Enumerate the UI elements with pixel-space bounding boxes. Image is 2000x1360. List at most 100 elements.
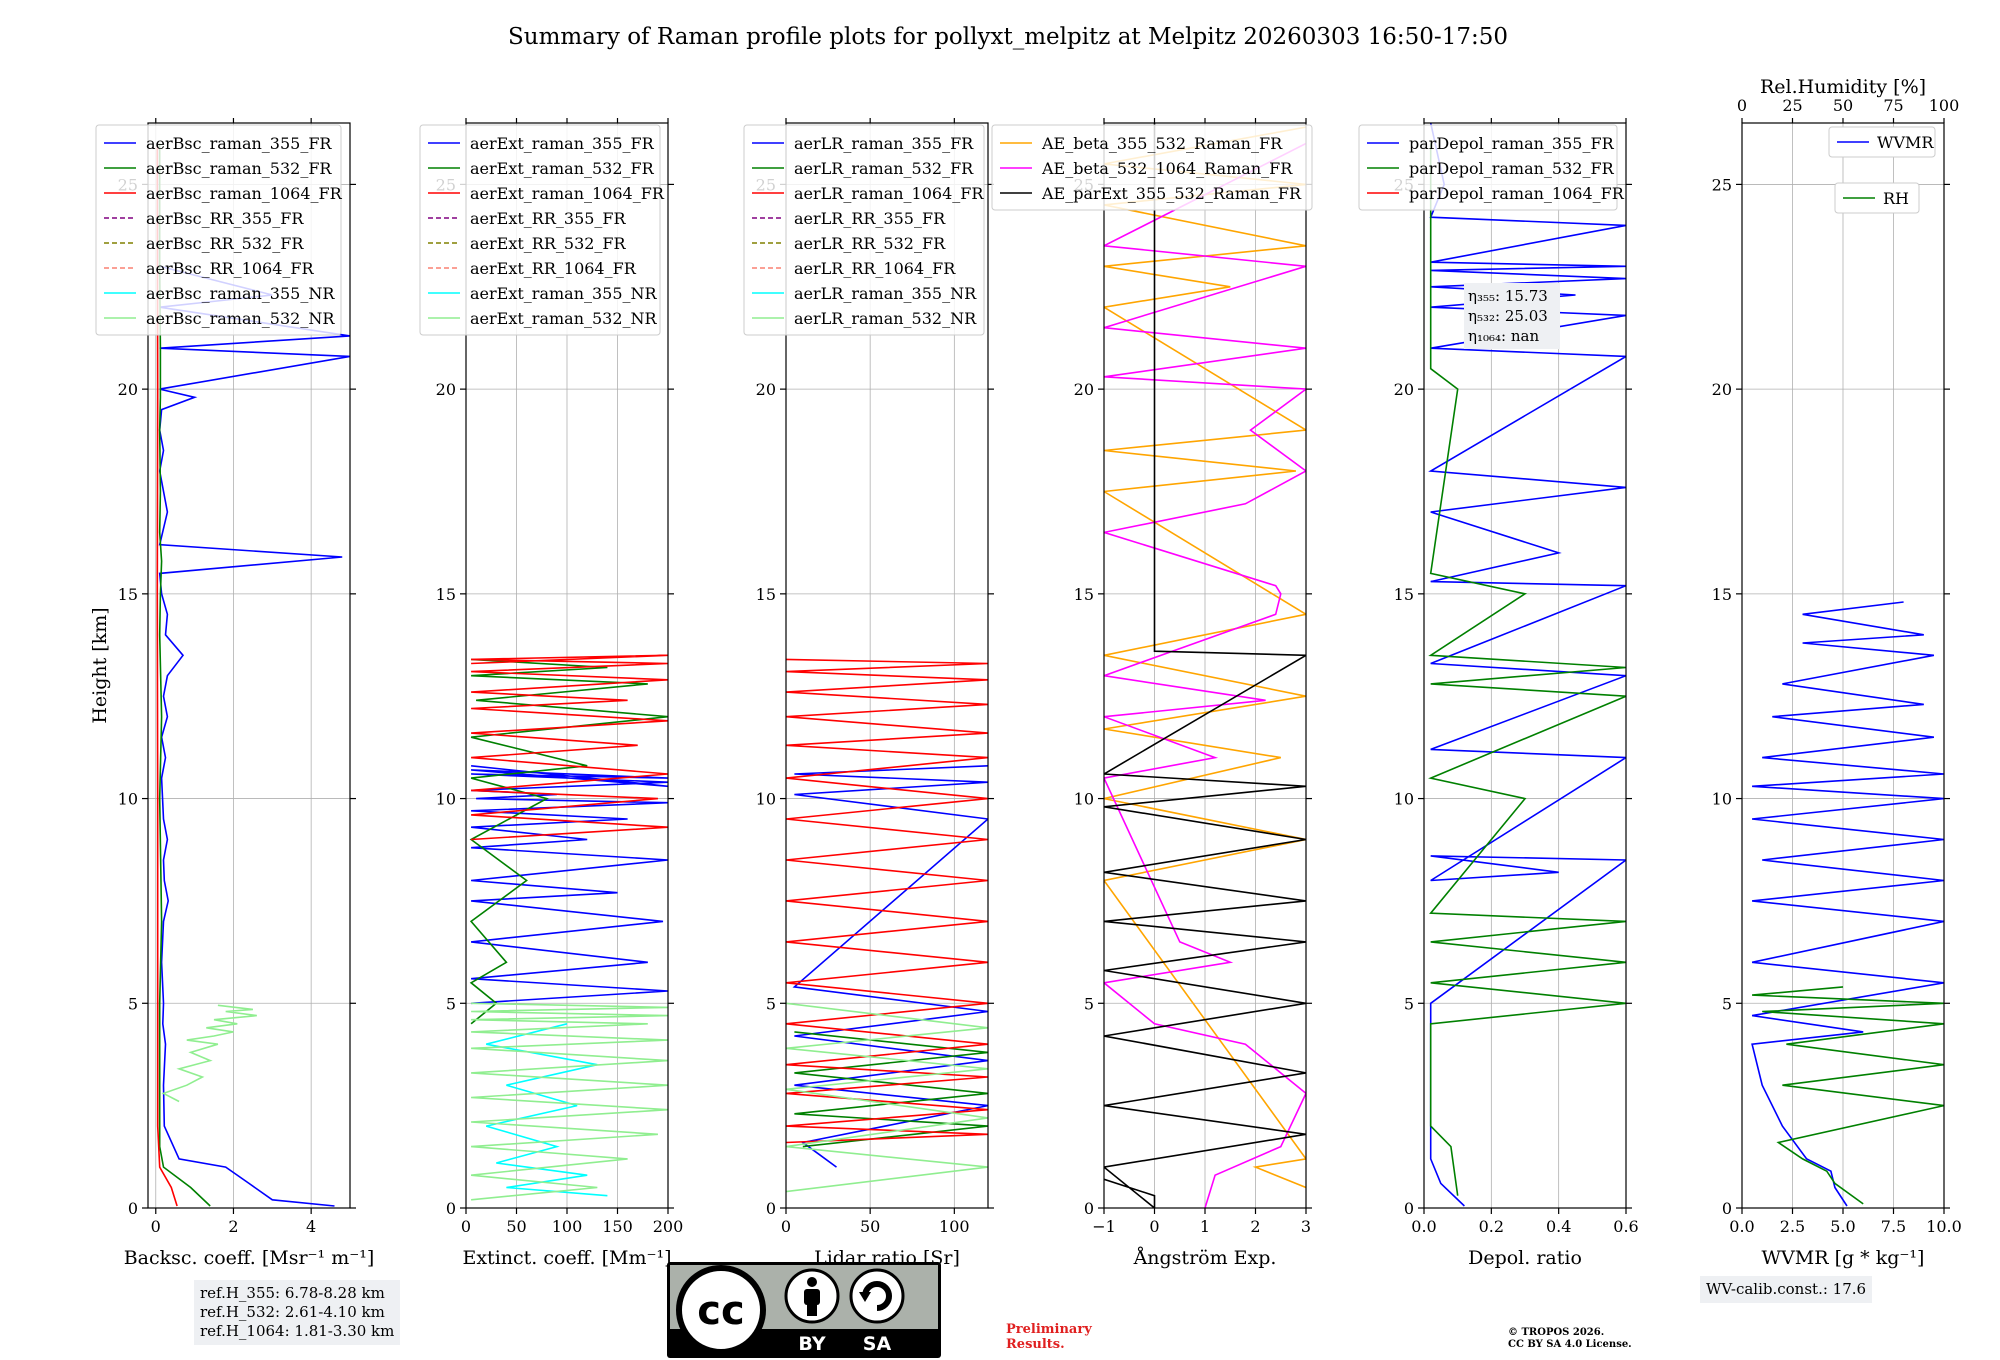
profile-panels: 0 2 4 0 5 10 15 20 25 Backsc. coeff. [Msr⁻¹ m⁻¹] H… <box>89 76 1962 1269</box>
copyright-line-1: © TROPOS 2026. <box>1508 1327 1605 1338</box>
series-line-aerExt_raman_532_NR <box>471 1002 668 1201</box>
ref-height-355: ref.H_355: 6.78-8.28 km <box>200 1284 385 1302</box>
series-bsc <box>156 143 350 1207</box>
series-line-aerBsc_raman_1064_FR <box>156 143 178 1207</box>
legend-label: aerLR_raman_355_NR <box>794 284 977 303</box>
legend-lr: aerLR_raman_355_FR aerLR_raman_532_FR aerL… <box>743 124 985 336</box>
x-tick-label: 0.4 <box>1546 1217 1571 1236</box>
series-line-WVMR <box>1751 601 1944 1207</box>
y-tick-label: 10 <box>756 790 776 809</box>
legend-bsc: aerBsc_raman_355_FR aerBsc_raman_532_FRae… <box>95 124 343 336</box>
legend-label: parDepol_raman_1064_FR <box>1409 184 1625 203</box>
wv-calibration-constant: WV-calib.const.: 17.6 <box>1706 1280 1867 1298</box>
y-tick-label: 20 <box>118 380 138 399</box>
panel-ext: 0501001502000510152025Extinct. coeff. [M… <box>419 118 684 1269</box>
x-tick-label: 100 <box>552 1217 583 1236</box>
legend-label: aerExt_raman_355_FR <box>470 134 655 153</box>
legend-box <box>1828 126 1936 158</box>
x-axis-label-bsc: Backsc. coeff. [Msr⁻¹ m⁻¹] <box>124 1247 375 1269</box>
y-tick-label: 20 <box>756 380 776 399</box>
y-tick-label: 15 <box>1712 585 1732 604</box>
x-tick-label: 150 <box>602 1217 633 1236</box>
legend-label: aerExt_raman_532_FR <box>470 159 655 178</box>
series-line-aerBsc_raman_532_FR <box>158 143 211 1207</box>
y-tick-label: 10 <box>1074 790 1094 809</box>
legend-ext: aerExt_raman_355_FR aerExt_raman_532_FRae… <box>419 124 665 336</box>
x-axis-label-ae: Ångström Exp. <box>1133 1247 1277 1269</box>
ref-height-1064: ref.H_1064: 1.81-3.30 km <box>200 1322 395 1340</box>
copyright-note: © TROPOS 2026. CC BY SA 4.0 License. <box>1508 1327 1632 1351</box>
legend-label: aerExt_raman_1064_FR <box>470 184 665 203</box>
legend-label: aerBsc_RR_355_FR <box>146 209 304 228</box>
y-tick-label: 0 <box>446 1199 456 1218</box>
axes-frame-depol <box>1423 122 1627 1209</box>
preliminary-results-note: Preliminary Results. <box>1006 1322 1092 1352</box>
y-tick-label: 10 <box>1712 790 1732 809</box>
top-tick-label: 25 <box>1782 96 1802 115</box>
cc-logo-icon <box>676 1265 766 1355</box>
ref-height-532: ref.H_532: 2.61-4.10 km <box>200 1303 385 1321</box>
person-attribution-icon <box>784 1268 840 1324</box>
series-depol <box>1428 123 1626 1207</box>
legend-label: RH <box>1883 189 1909 208</box>
x-axis-label-ext: Extinct. coeff. [Mm⁻¹] <box>462 1247 671 1269</box>
x-tick-label: 0.2 <box>1479 1217 1504 1236</box>
legend-label: AE_beta_532_1064_Raman_FR <box>1041 159 1293 178</box>
license-sa-label: SA <box>863 1333 892 1355</box>
annotation-box <box>1464 283 1560 349</box>
legend-label: AE_parExt_355_532_Raman_FR <box>1041 184 1302 203</box>
legend-label: WVMR <box>1877 133 1934 152</box>
panel-depol: 0.00.20.40.60510152025Depol. ratioparDep… <box>1358 118 1639 1269</box>
legend-label: aerExt_RR_532_FR <box>470 234 627 253</box>
legend-label: aerLR_raman_532_FR <box>794 159 974 178</box>
reference-heights-box: ref.H_355: 6.78-8.28 km ref.H_532: 2.61-… <box>194 1280 401 1345</box>
x-tick-label: 2 <box>1250 1217 1260 1236</box>
annotation-line: η₁₀₆₄: nan <box>1468 327 1539 345</box>
legend-label: aerExt_RR_1064_FR <box>470 259 637 278</box>
series-ae <box>1104 123 1306 1208</box>
top-tick-label: 75 <box>1883 96 1903 115</box>
series-line-aerLR_raman_355_FR <box>792 765 988 1168</box>
y-tick-label: 15 <box>118 585 138 604</box>
x-tick-label: 0.6 <box>1613 1217 1638 1236</box>
y-tick-label: 0 <box>766 1199 776 1218</box>
y-axis-label: Height [km] <box>89 607 111 723</box>
y-tick-label: 5 <box>1404 994 1414 1013</box>
y-tick-label: 20 <box>1712 380 1732 399</box>
series-line-aerBsc_raman_532_NR <box>161 1004 257 1103</box>
x-tick-label: 0 <box>1149 1217 1159 1236</box>
grid-wvmr <box>1741 123 1945 1209</box>
legend-label: aerBsc_raman_532_NR <box>146 309 335 328</box>
series-line-aerLR_raman_532_NR <box>786 1002 988 1193</box>
legend-box <box>419 124 661 336</box>
legend-RH: RH <box>1834 182 1920 214</box>
top-tick-label: 0 <box>1737 96 1747 115</box>
y-tick-label: 5 <box>1084 994 1094 1013</box>
top-tick-label: 100 <box>1929 96 1960 115</box>
x-tick-label: 50 <box>506 1217 526 1236</box>
x-tick-label: 3 <box>1301 1217 1311 1236</box>
series-wvmr <box>1751 601 1944 1207</box>
y-tick-label: 5 <box>766 994 776 1013</box>
x-tick-label: 0.0 <box>1411 1217 1436 1236</box>
annotation-line: η₃₅₅: 15.73 <box>1468 287 1548 305</box>
x-axis-label-depol: Depol. ratio <box>1468 1247 1582 1269</box>
x-tick-label: 200 <box>653 1217 684 1236</box>
series-line-aerExt_raman_355_NR <box>485 1023 608 1197</box>
legend-label: aerBsc_raman_355_NR <box>146 284 335 303</box>
legend-label: parDepol_raman_355_FR <box>1409 134 1615 153</box>
legend-ae: AE_beta_355_532_Raman_FR AE_beta_532_1064… <box>991 124 1313 211</box>
legend-WVMR: WVMR <box>1828 126 1936 158</box>
x-tick-label: 4 <box>306 1217 316 1236</box>
preliminary-line-1: Preliminary <box>1006 1322 1092 1337</box>
share-alike-icon <box>849 1268 905 1324</box>
x-tick-label: 50 <box>860 1217 880 1236</box>
x-tick-label: 0 <box>461 1217 471 1236</box>
series-line-RH <box>1752 986 1944 1205</box>
series-line-aerExt_raman_532_FR <box>469 658 668 1025</box>
y-tick-label: 0 <box>1722 1199 1732 1218</box>
wv-calibration-box: WV-calib.const.: 17.6 <box>1700 1276 1873 1303</box>
legend-label: aerExt_raman_532_NR <box>470 309 658 328</box>
y-tick-label: 15 <box>756 585 776 604</box>
